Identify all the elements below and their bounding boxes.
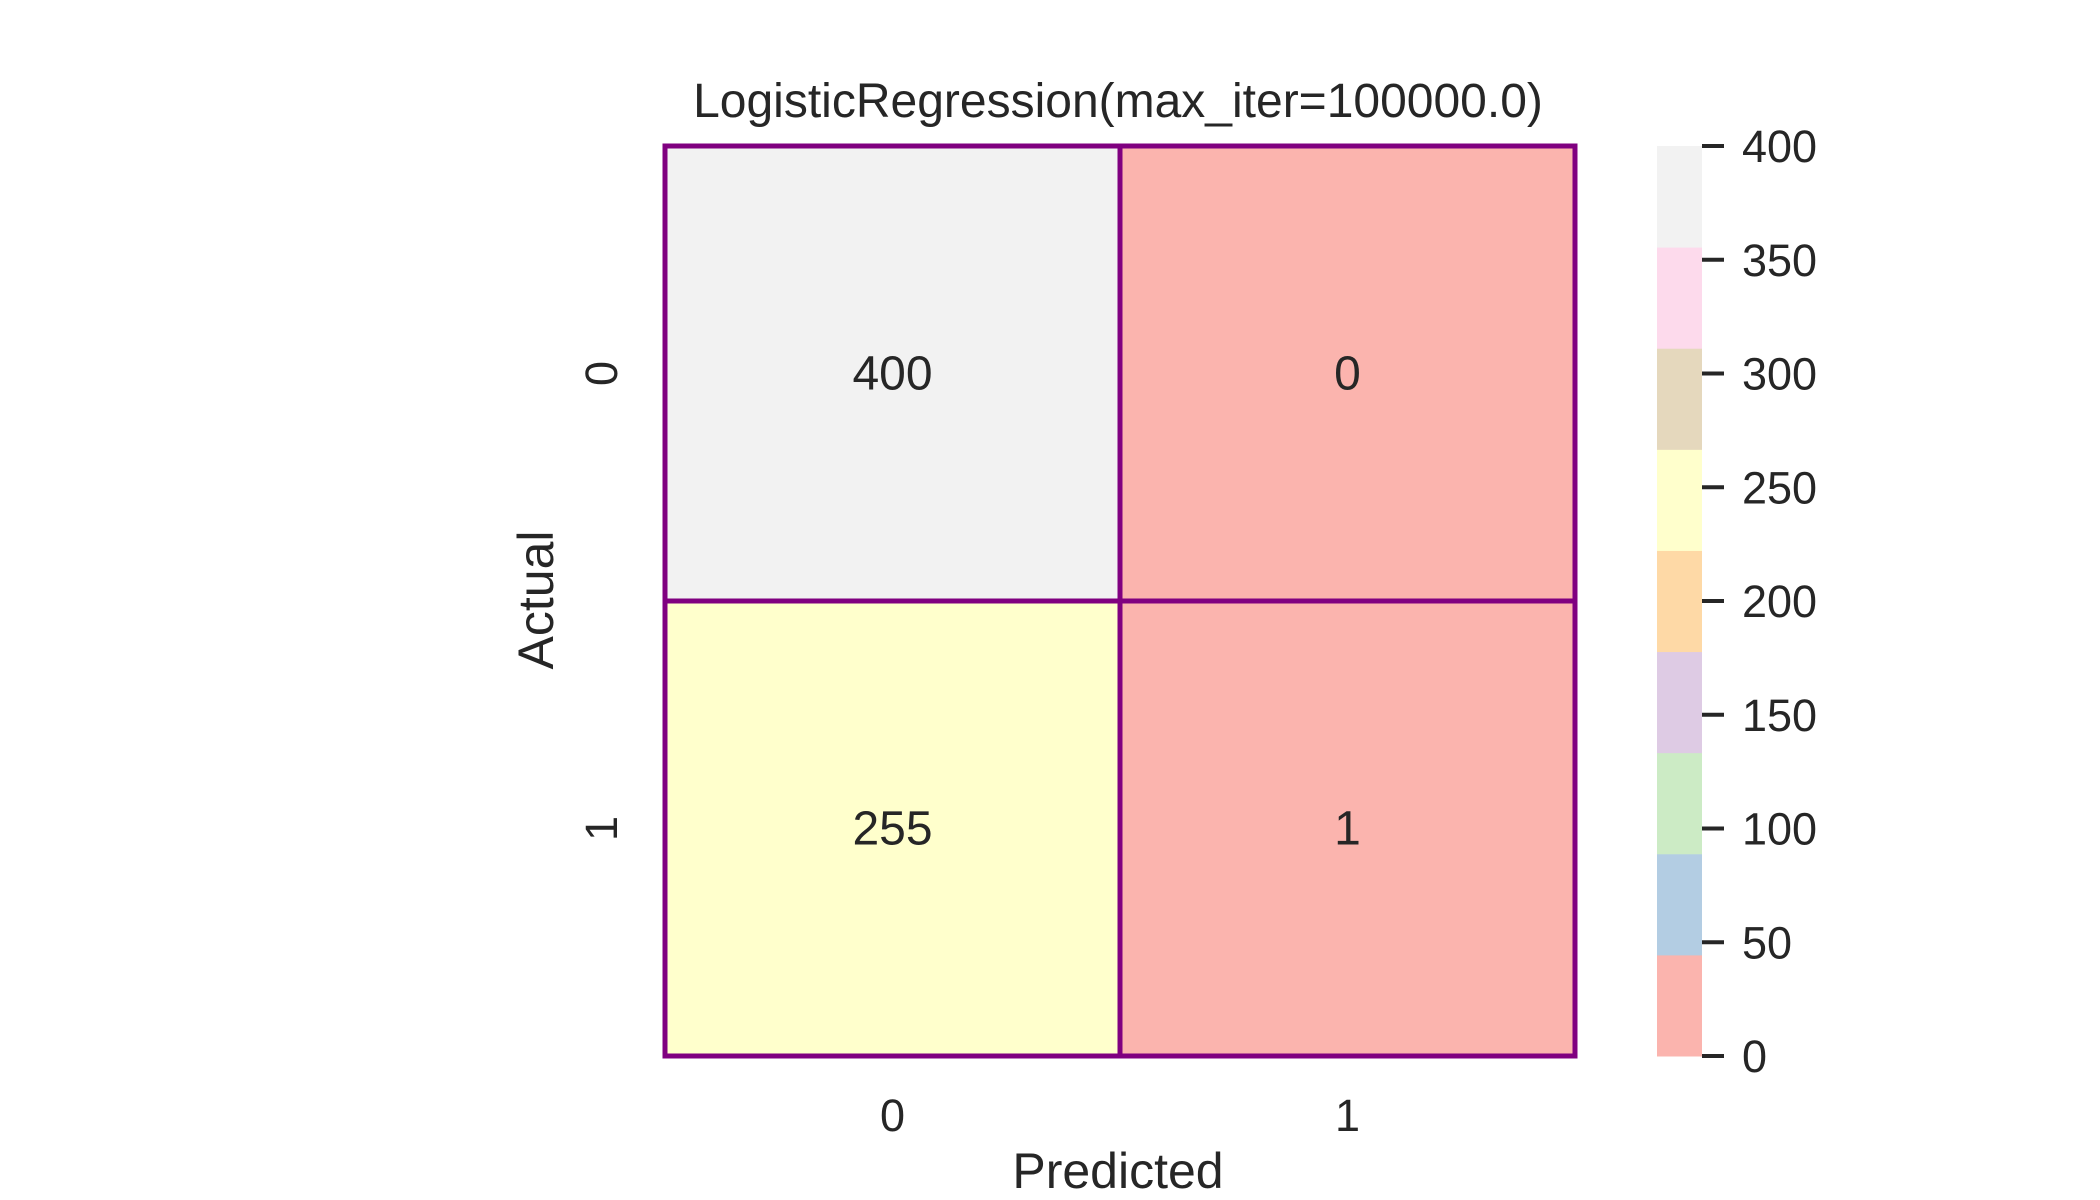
colorbar-tick-label: 0 [1742,1031,1767,1082]
colorbar-tick-label: 200 [1742,576,1817,627]
colorbar-tick-label: 300 [1742,349,1817,400]
colorbar-tick-label: 50 [1742,917,1792,968]
heatmap-cell-r1-c0 [662,598,1123,1059]
cell-annotation-r1-c1: 1 [1334,803,1361,856]
colorbar-segment [1657,550,1702,653]
x-axis-label: Predicted [1012,1143,1223,1199]
y-tick-label: 0 [576,361,627,386]
colorbar-tick-label: 150 [1742,690,1817,741]
cell-annotation-r0-c1: 0 [1334,348,1361,401]
colorbar-tick-label: 100 [1742,804,1817,855]
heatmap-cells [662,143,1578,1059]
heatmap-cell-r0-c0 [662,143,1123,604]
colorbar-segment [1657,853,1702,956]
heatmap-cell-r1-c1 [1117,598,1578,1059]
colorbar-segment [1657,752,1702,855]
colorbar-tick-label: 400 [1742,121,1817,172]
chart-title: LogisticRegression(max_iter=100000.0) [693,75,1543,128]
x-tick-label: 1 [1335,1090,1360,1141]
y-axis-label: Actual [508,531,564,670]
heatmap-annotations: 400 0 255 1 [852,348,1360,856]
colorbar-segment [1657,146,1702,248]
colorbar-segment [1657,247,1702,349]
y-tick-labels: 01 [576,361,627,841]
heatmap-cell-r0-c1 [1117,143,1578,604]
cell-annotation-r0-c0: 400 [852,348,932,401]
colorbar-segment [1657,651,1702,754]
colorbar-tick-label: 250 [1742,462,1817,513]
colorbar-ticks: 0 50 100 150 200 250 300 350 400 [1702,121,1817,1082]
y-tick-label: 1 [576,816,627,841]
colorbar-segment [1657,954,1702,1057]
cell-annotation-r1-c0: 255 [852,803,932,856]
colorbar-segment [1657,348,1702,450]
x-tick-label: 0 [880,1090,905,1141]
colorbar [1657,146,1702,1057]
colorbar-tick-label: 350 [1742,235,1817,286]
colorbar-segment [1657,449,1702,551]
